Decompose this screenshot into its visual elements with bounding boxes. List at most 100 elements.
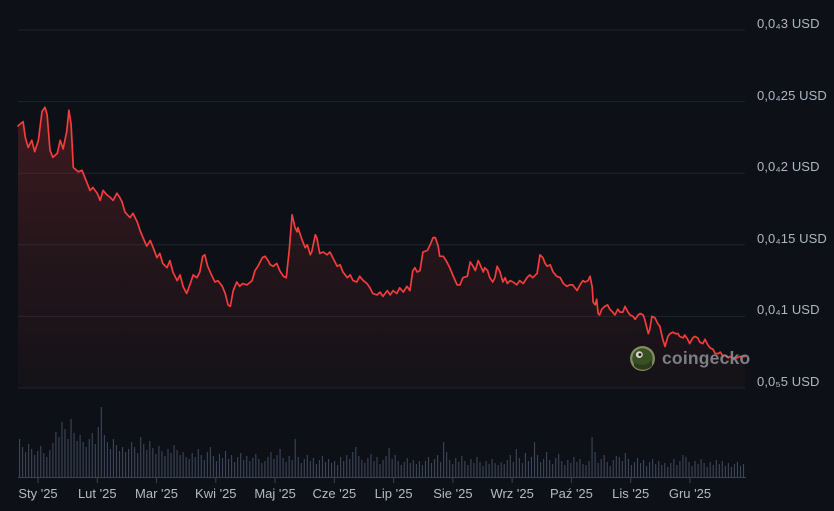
volume-bar bbox=[473, 463, 475, 477]
volume-bar bbox=[379, 464, 381, 477]
volume-bar bbox=[128, 449, 130, 477]
volume-bar bbox=[582, 464, 584, 477]
volume-bar bbox=[415, 464, 417, 477]
volume-bar bbox=[579, 459, 581, 477]
volume-bar bbox=[355, 447, 357, 477]
x-axis-month-label: Lis '25 bbox=[612, 486, 650, 501]
volume-bar bbox=[673, 459, 675, 477]
volume-bar bbox=[182, 452, 184, 477]
volume-bar bbox=[546, 452, 548, 477]
x-axis-month-label: Wrz '25 bbox=[490, 486, 534, 501]
volume-bar bbox=[258, 459, 260, 477]
volume-bar bbox=[409, 463, 411, 477]
volume-bar bbox=[221, 458, 224, 477]
volume-bar bbox=[639, 463, 642, 477]
volume-bar bbox=[237, 457, 239, 477]
y-axis-tick-label: 0,0₄15 USD bbox=[757, 230, 827, 246]
volume-bar bbox=[518, 458, 520, 477]
volume-bar bbox=[636, 458, 639, 477]
x-axis-month-label: Lip '25 bbox=[374, 486, 413, 501]
volume-bar bbox=[709, 462, 711, 477]
volume-bar bbox=[733, 464, 735, 477]
volume-bar bbox=[206, 452, 208, 477]
volume-bar bbox=[449, 460, 451, 477]
volume-bar bbox=[570, 463, 572, 477]
volume-bar bbox=[730, 467, 732, 477]
volume-bar bbox=[494, 463, 496, 477]
y-axis-tick-label: 0,0₅5 USD bbox=[757, 374, 820, 389]
y-axis-tick-label: 0,0₄3 USD bbox=[757, 16, 820, 31]
volume-bar bbox=[52, 443, 54, 477]
volume-bar bbox=[664, 463, 666, 477]
volume-bar bbox=[279, 449, 281, 477]
volume-bar bbox=[585, 465, 587, 477]
volume-bar bbox=[340, 457, 342, 477]
volume-bar bbox=[706, 467, 708, 477]
volume-bar bbox=[549, 460, 551, 477]
volume-bar bbox=[224, 451, 227, 477]
volume-bar bbox=[285, 462, 287, 477]
volume-bar bbox=[630, 465, 632, 477]
volume-bar bbox=[231, 455, 233, 477]
volume-bar bbox=[61, 422, 63, 477]
volume-bar bbox=[464, 461, 466, 477]
volume-bar bbox=[597, 463, 599, 477]
volume-bar bbox=[70, 419, 72, 477]
volume-bar bbox=[385, 456, 387, 477]
volume-bar bbox=[79, 435, 81, 477]
volume-bar bbox=[179, 455, 181, 477]
price-line-path bbox=[17, 106, 746, 359]
x-axis-month-label: Mar '25 bbox=[135, 486, 178, 501]
volume-bar bbox=[73, 433, 75, 477]
volume-bar bbox=[600, 459, 602, 477]
volume-bar bbox=[173, 445, 175, 477]
volume-bar bbox=[270, 452, 272, 477]
x-axis-month-label: Lut '25 bbox=[77, 486, 117, 501]
volume-bar bbox=[215, 461, 217, 477]
volume-bar bbox=[655, 464, 657, 477]
volume-bar bbox=[118, 451, 121, 477]
volume-bar bbox=[691, 466, 693, 477]
volume-bar bbox=[25, 452, 27, 477]
volume-bar bbox=[552, 464, 554, 477]
volume-bar bbox=[485, 461, 487, 477]
volume-bar bbox=[588, 461, 590, 477]
volume-bar bbox=[200, 455, 202, 477]
volume-bar bbox=[367, 458, 369, 477]
volume-bar bbox=[391, 459, 393, 477]
x-axis-month-label: Cze '25 bbox=[312, 486, 357, 501]
volume-bar bbox=[170, 453, 172, 477]
x-axis-month-label: Paź '25 bbox=[549, 486, 593, 501]
volume-bar bbox=[500, 462, 502, 477]
volume-bar bbox=[661, 465, 663, 477]
volume-bar bbox=[176, 450, 178, 477]
volume-bar bbox=[652, 459, 654, 477]
volume-bar bbox=[109, 449, 111, 477]
volume-bar bbox=[524, 453, 526, 477]
price-area bbox=[18, 107, 745, 389]
volume-bar bbox=[712, 465, 714, 477]
volume-bar bbox=[446, 452, 448, 477]
volume-bar bbox=[558, 454, 560, 477]
volume-bar bbox=[112, 439, 114, 477]
volume-bar bbox=[615, 456, 617, 477]
volume-bar bbox=[412, 460, 414, 477]
volume-bar bbox=[40, 446, 42, 477]
volume-bar bbox=[55, 432, 57, 477]
volume-bar bbox=[621, 461, 623, 477]
x-axis bbox=[18, 477, 746, 483]
volume-bar bbox=[327, 459, 330, 477]
volume-bar bbox=[143, 444, 145, 477]
volume-bar bbox=[67, 439, 69, 477]
volume-bar bbox=[670, 463, 672, 477]
volume-bar bbox=[146, 450, 148, 477]
volume-bar bbox=[264, 461, 266, 477]
volume-bar bbox=[22, 447, 24, 477]
volume-bar bbox=[421, 465, 423, 477]
volume-bar bbox=[97, 427, 99, 477]
volume-bar bbox=[646, 466, 648, 477]
volume-bar bbox=[718, 464, 720, 477]
volume-bar bbox=[158, 446, 160, 477]
volume-bar bbox=[521, 463, 523, 477]
